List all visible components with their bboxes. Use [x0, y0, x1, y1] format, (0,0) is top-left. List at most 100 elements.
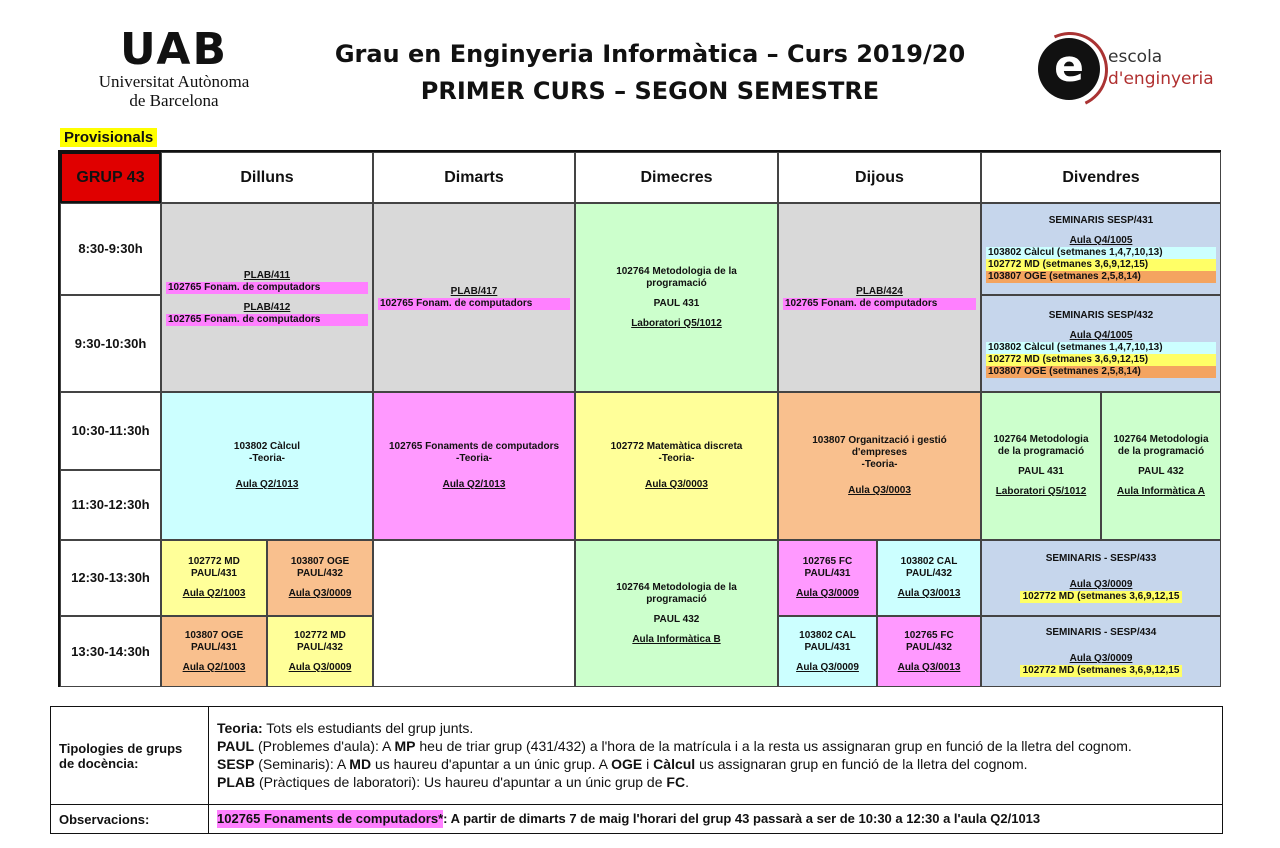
day-header-tuesday: Dimarts	[373, 152, 575, 203]
uab-logo: UAB Universitat Autònoma de Barcelona	[86, 28, 262, 111]
plab-group: PLAB/411	[243, 269, 291, 281]
paul-group: PAUL/431	[191, 641, 237, 653]
wednesday-paul432-cell: 102764 Metodologia de la programació PAU…	[575, 540, 778, 687]
room-label: Aula Q3/0009	[1069, 579, 1133, 590]
room-label: Aula Q3/0009	[288, 588, 352, 599]
room-label: Aula Q3/0003	[645, 479, 708, 490]
monday-theory-cell: 103802 Càlcul -Teoria- Aula Q2/1013	[161, 392, 373, 540]
subject-label: 103807 OGE	[290, 556, 350, 567]
day-header-wednesday: Dimecres	[575, 152, 778, 203]
room-label: Aula Q4/1005	[1069, 329, 1133, 341]
thursday-1330-paul431-cell: 103802 CAL PAUL/431 Aula Q3/0009	[778, 616, 877, 687]
legend-sesp: SESP (Seminaris): A MD us haureu d'apunt…	[217, 756, 1028, 772]
seminar-week-line: 103807 OGE (setmanes 2,5,8,14)	[986, 271, 1216, 283]
room-label: Aula Q2/1013	[442, 479, 506, 490]
group-header: GRUP 43	[60, 152, 161, 203]
schedule-grid: GRUP 43 Dilluns Dimarts Dimecres Dijous …	[58, 150, 1221, 687]
monday-1230-paul432-cell: 103807 OGE PAUL/432 Aula Q3/0009	[267, 540, 373, 616]
logo-e-icon: e	[1038, 38, 1100, 100]
class-type: -Teoria-	[249, 453, 285, 464]
friday-seminar-434-cell: SEMINARIS - SESP/434 Aula Q3/0009 102772…	[981, 616, 1221, 687]
paul-group: PAUL/431	[804, 641, 851, 653]
tuesday-plab-cell: PLAB/417 102765 Fonam. de computadors	[373, 203, 575, 392]
room-label: Aula Q2/1013	[235, 479, 299, 490]
subject-label: 102765 Fonam. de computadors	[166, 281, 368, 294]
room-label: Aula Q3/0003	[848, 485, 911, 496]
subject-label: 102764 Metodologia de la programació	[616, 581, 737, 605]
subject-label-cont: d'empreses	[851, 447, 908, 458]
time-slot-1030: 10:30-11:30h	[60, 392, 161, 470]
time-slot-1230: 12:30-13:30h	[60, 540, 161, 616]
friday-seminar-433-cell: SEMINARIS - SESP/433 Aula Q3/0009 102772…	[981, 540, 1221, 616]
class-type: -Teoria-	[456, 453, 492, 464]
monday-1330-paul431-cell: 103807 OGE PAUL/431 Aula Q2/1003	[161, 616, 267, 687]
room-label: Aula Q3/0013	[897, 661, 961, 673]
wednesday-paul-cell: 102764 Metodologia de la programació PAU…	[575, 203, 778, 392]
friday-paul-432-cell: 102764 Metodologia de la programació PAU…	[1101, 392, 1221, 540]
room-label: Aula Q2/1003	[182, 588, 246, 599]
subject-label: 102765 Fonam. de computadors	[378, 297, 570, 310]
paul-group: PAUL 431	[1018, 466, 1064, 477]
subject-label: 102764 Metodologia	[993, 434, 1089, 445]
subject-label: 102764 Metodologia de la programació	[616, 265, 737, 289]
day-header-thursday: Dijous	[778, 152, 981, 203]
seminar-week-line: 103807 OGE (setmanes 2,5,8,14)	[986, 365, 1216, 378]
day-header-monday: Dilluns	[161, 152, 373, 203]
observation-highlight: 102765 Fonaments de computadors*	[217, 810, 444, 828]
legend-plab: PLAB (Pràctiques de laboratori): Us haur…	[217, 774, 689, 790]
paul-group: PAUL/432	[297, 568, 343, 579]
tipologies-body: Teoria: Tots els estudiants del grup jun…	[209, 719, 1222, 805]
room-label: Aula Q3/0009	[796, 588, 859, 599]
wednesday-theory-cell: 102772 Matemàtica discreta -Teoria- Aula…	[575, 392, 778, 540]
plab-group: PLAB/412	[243, 301, 291, 313]
legend-paul: PAUL (Problemes d'aula): A MP heu de tri…	[217, 738, 1132, 754]
logo-text-line1: escola	[1108, 47, 1163, 67]
subject-label: 103802 Càlcul	[233, 441, 301, 452]
room-label: Aula Q2/1003	[182, 661, 246, 673]
room-label: Laboratori Q5/1012	[631, 317, 722, 329]
monday-1230-paul431-cell: 102772 MD PAUL/431 Aula Q2/1003	[161, 540, 267, 616]
subject-label: 102765 FC	[904, 629, 954, 641]
room-label: Aula Q4/1005	[1069, 235, 1133, 246]
logo-text: escola d'enginyeria	[1108, 46, 1214, 90]
paul-group: PAUL 432	[653, 613, 700, 625]
provisional-badge: Provisionals	[60, 128, 158, 147]
observacions-body: 102765 Fonaments de computadors* : A par…	[209, 805, 1222, 833]
thursday-1230-paul432-cell: 103802 CAL PAUL/432 Aula Q3/0013	[877, 540, 981, 616]
title-line1: Grau en Enginyeria Informàtica – Curs 20…	[334, 40, 966, 68]
seminar-week-line: 102772 MD (setmanes 3,6,9,12,15	[1019, 591, 1183, 603]
page-title: Grau en Enginyeria Informàtica – Curs 20…	[300, 36, 1000, 110]
thursday-1330-paul432-cell: 102765 FC PAUL/432 Aula Q3/0013	[877, 616, 981, 687]
seminar-week-line: 102772 MD (setmanes 3,6,9,12,15)	[986, 259, 1216, 271]
monday-1330-paul432-cell: 102772 MD PAUL/432 Aula Q3/0009	[267, 616, 373, 687]
time-slot-0930: 9:30-10:30h	[60, 295, 161, 392]
paul-group: PAUL/431	[191, 568, 237, 579]
subject-label: 102772 MD	[188, 556, 240, 567]
thursday-1230-paul431-cell: 102765 FC PAUL/431 Aula Q3/0009	[778, 540, 877, 616]
tipologies-label: Tipologies de grups de docència:	[51, 707, 209, 805]
subject-label: 103807 OGE	[184, 629, 244, 641]
seminar-title: SEMINARIS - SESP/433	[1045, 553, 1157, 564]
room-label: Aula Q3/0009	[796, 661, 859, 673]
paul-group: PAUL 431	[653, 297, 700, 309]
uab-name-line1: Universitat Autònoma	[98, 72, 250, 91]
subject-label: 103807 Organització i gestió	[812, 435, 947, 446]
observation-text: : A partir de dimarts 7 de maig l'horari…	[443, 811, 1041, 826]
class-type: -Teoria-	[861, 459, 898, 470]
seminar-title: SEMINARIS SESP/431	[1048, 215, 1154, 226]
subject-label: 102765 Fonam. de computadors	[783, 297, 976, 310]
tuesday-theory-cell: 102765 Fonaments de computadors -Teoria-…	[373, 392, 575, 540]
subject-label: 102765 Fonam. de computadors	[166, 313, 368, 326]
observacions-label: Observacions:	[51, 805, 209, 833]
seminar-title: SEMINARIS SESP/432	[1048, 309, 1154, 321]
subject-label: 102764 Metodologia	[1113, 434, 1209, 445]
friday-paul-431-cell: 102764 Metodologia de la programació PAU…	[981, 392, 1101, 540]
uab-name-line2: de Barcelona	[129, 91, 219, 110]
day-header-friday: Divendres	[981, 152, 1221, 203]
room-label: Aula Informàtica B	[632, 633, 721, 645]
thursday-plab-cell: PLAB/424 102765 Fonam. de computadors	[778, 203, 981, 392]
room-label: Aula Q3/0009	[288, 661, 352, 673]
subject-label-cont: de la programació	[997, 446, 1085, 457]
monday-plab-cell: PLAB/411 102765 Fonam. de computadors PL…	[161, 203, 373, 392]
time-slot-0830: 8:30-9:30h	[60, 203, 161, 295]
